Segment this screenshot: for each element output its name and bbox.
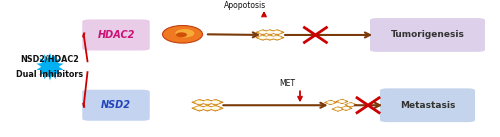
- Polygon shape: [270, 35, 278, 38]
- Circle shape: [260, 32, 266, 33]
- Circle shape: [274, 37, 280, 38]
- Text: Metastasis: Metastasis: [400, 101, 455, 110]
- Circle shape: [336, 108, 340, 110]
- Polygon shape: [263, 30, 277, 35]
- Ellipse shape: [162, 25, 202, 43]
- Polygon shape: [200, 99, 208, 102]
- Polygon shape: [344, 102, 357, 107]
- Polygon shape: [263, 35, 277, 40]
- Circle shape: [212, 107, 219, 109]
- Text: Apopotosis: Apopotosis: [224, 1, 266, 10]
- Polygon shape: [208, 105, 223, 111]
- Polygon shape: [200, 105, 208, 108]
- Text: NSD2: NSD2: [101, 100, 131, 110]
- Ellipse shape: [176, 32, 187, 37]
- Text: HDAC2: HDAC2: [98, 30, 134, 40]
- Ellipse shape: [176, 29, 195, 37]
- Polygon shape: [192, 105, 208, 111]
- Polygon shape: [336, 99, 342, 101]
- Circle shape: [344, 108, 349, 109]
- Polygon shape: [192, 99, 208, 105]
- Polygon shape: [270, 35, 284, 40]
- Polygon shape: [208, 105, 216, 108]
- Text: Tumorigenesis: Tumorigenesis: [390, 30, 464, 39]
- Polygon shape: [200, 105, 216, 111]
- Polygon shape: [324, 100, 336, 105]
- Polygon shape: [192, 99, 200, 102]
- Polygon shape: [192, 105, 200, 108]
- Polygon shape: [270, 30, 284, 35]
- FancyBboxPatch shape: [82, 19, 150, 51]
- Text: NSD2/HDAC2: NSD2/HDAC2: [20, 55, 80, 64]
- Polygon shape: [344, 102, 352, 105]
- Polygon shape: [256, 30, 264, 32]
- Polygon shape: [256, 35, 264, 38]
- Text: MET: MET: [280, 79, 295, 88]
- Circle shape: [328, 102, 333, 103]
- Polygon shape: [256, 30, 270, 35]
- Circle shape: [267, 32, 273, 33]
- FancyBboxPatch shape: [370, 18, 485, 52]
- Polygon shape: [336, 99, 348, 104]
- Circle shape: [196, 101, 203, 103]
- Polygon shape: [200, 99, 216, 105]
- Polygon shape: [263, 35, 270, 38]
- Polygon shape: [208, 99, 216, 102]
- Polygon shape: [340, 106, 346, 108]
- Polygon shape: [34, 51, 66, 82]
- Text: Dual Inhibitors: Dual Inhibitors: [16, 70, 84, 79]
- Circle shape: [340, 101, 344, 102]
- FancyBboxPatch shape: [380, 88, 475, 122]
- Circle shape: [267, 37, 273, 38]
- Circle shape: [348, 104, 354, 105]
- Circle shape: [212, 101, 219, 103]
- Polygon shape: [324, 100, 331, 102]
- Polygon shape: [332, 107, 344, 111]
- Circle shape: [204, 107, 211, 109]
- Polygon shape: [263, 30, 270, 32]
- Polygon shape: [332, 107, 338, 109]
- Polygon shape: [340, 106, 352, 111]
- Circle shape: [196, 107, 203, 109]
- Circle shape: [204, 101, 211, 103]
- Polygon shape: [270, 30, 278, 32]
- FancyBboxPatch shape: [82, 90, 150, 121]
- Polygon shape: [256, 35, 270, 40]
- Polygon shape: [208, 99, 223, 105]
- Circle shape: [274, 32, 280, 33]
- Circle shape: [260, 37, 266, 38]
